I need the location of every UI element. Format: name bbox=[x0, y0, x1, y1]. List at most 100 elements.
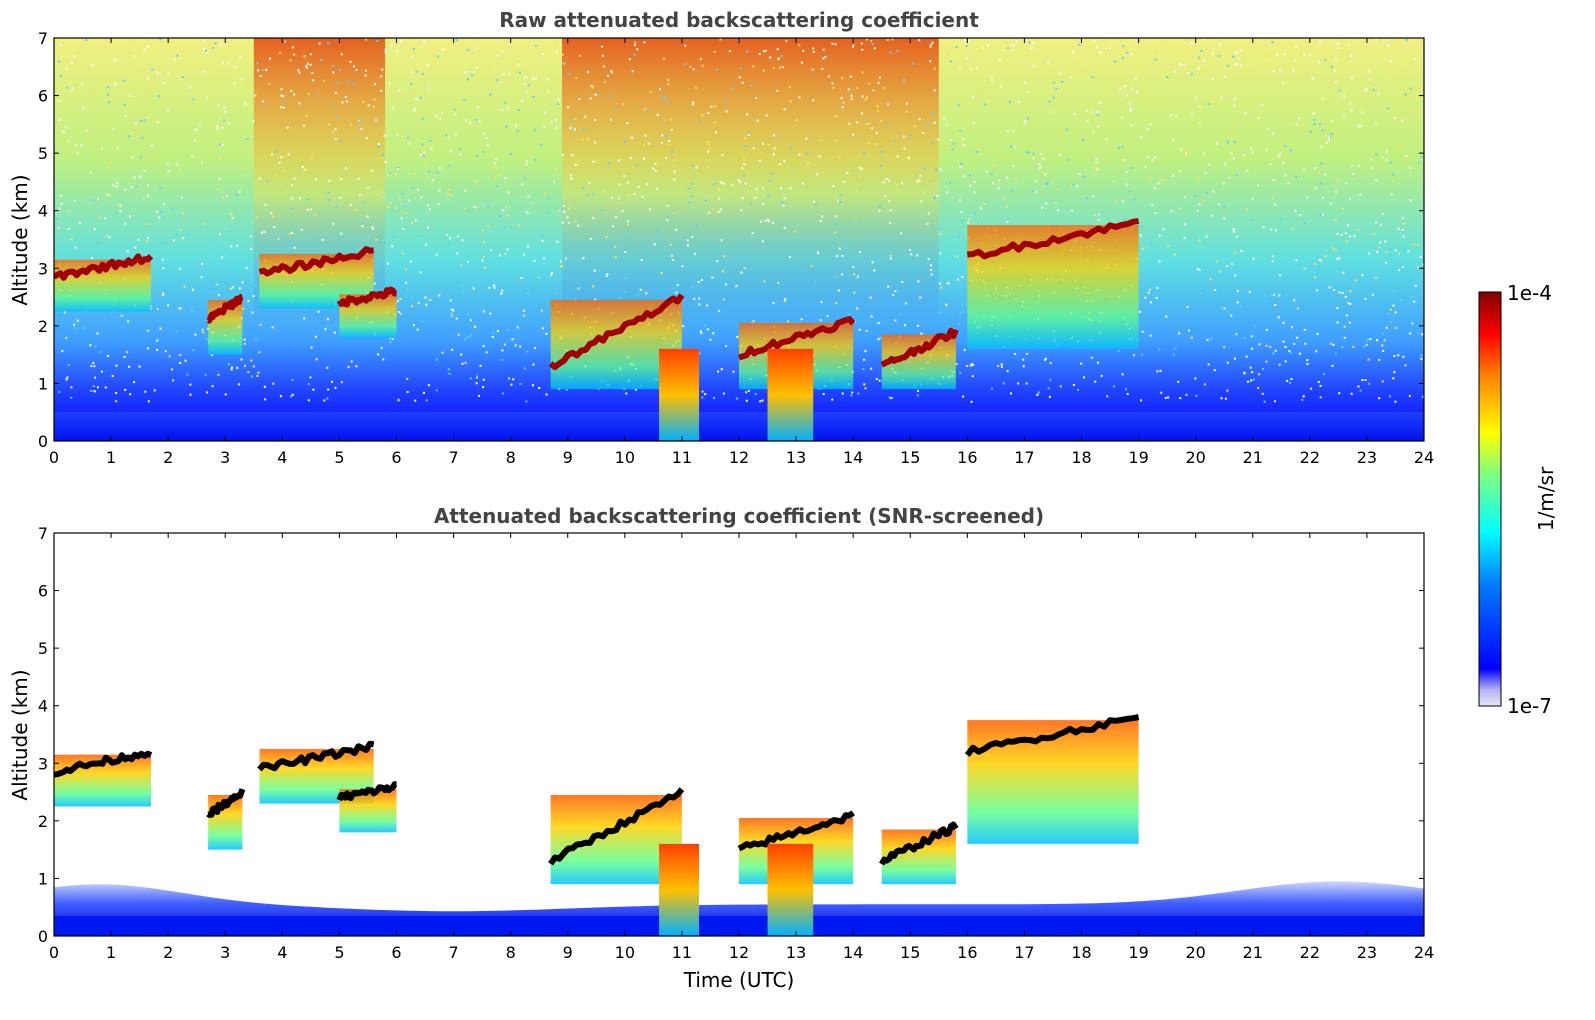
speckle bbox=[1317, 171, 1320, 174]
speckle bbox=[380, 346, 383, 349]
speckle bbox=[1218, 203, 1221, 206]
speckle bbox=[1198, 203, 1201, 206]
speckle bbox=[1179, 397, 1182, 400]
speckle bbox=[396, 133, 399, 136]
speckle bbox=[723, 267, 726, 270]
speckle bbox=[1372, 89, 1375, 92]
speckle bbox=[1334, 352, 1337, 355]
speckle bbox=[1190, 73, 1193, 76]
speckle bbox=[1131, 87, 1134, 90]
speckle bbox=[1179, 170, 1182, 173]
speckle bbox=[1375, 122, 1378, 125]
speckle bbox=[718, 197, 721, 200]
speckle bbox=[1398, 269, 1401, 272]
speckle bbox=[314, 244, 317, 247]
speckle bbox=[128, 365, 131, 368]
speckle bbox=[264, 398, 267, 401]
speckle bbox=[1335, 81, 1338, 84]
speckle bbox=[586, 194, 589, 197]
speckle bbox=[788, 86, 791, 89]
speckle bbox=[1072, 383, 1075, 386]
speckle bbox=[372, 227, 375, 230]
speckle bbox=[482, 310, 485, 313]
speckle bbox=[1261, 104, 1264, 107]
speckle bbox=[1047, 68, 1050, 71]
speckle bbox=[392, 236, 395, 239]
speckle bbox=[501, 50, 504, 53]
speckle bbox=[1338, 291, 1341, 294]
speckle bbox=[1024, 120, 1027, 123]
speckle bbox=[701, 64, 704, 67]
speckle bbox=[1000, 365, 1003, 368]
speckle bbox=[759, 400, 762, 403]
speckle bbox=[426, 204, 429, 207]
speckle bbox=[888, 396, 891, 399]
speckle bbox=[167, 110, 170, 113]
speckle bbox=[240, 168, 243, 171]
speckle bbox=[525, 400, 528, 403]
speckle bbox=[74, 246, 77, 249]
speckle bbox=[1130, 52, 1133, 55]
speckle bbox=[932, 141, 935, 144]
x-tick-label: 10 bbox=[615, 943, 635, 962]
speckle bbox=[918, 179, 921, 182]
speckle bbox=[1030, 47, 1033, 50]
speckle bbox=[571, 262, 574, 265]
speckle bbox=[1388, 312, 1391, 315]
speckle bbox=[450, 314, 453, 317]
speckle bbox=[931, 112, 934, 115]
x-tick-label: 3 bbox=[220, 448, 230, 467]
speckle bbox=[1312, 112, 1315, 115]
speckle bbox=[423, 151, 426, 154]
speckle bbox=[933, 89, 936, 92]
speckle bbox=[839, 201, 842, 204]
speckle bbox=[1252, 378, 1255, 381]
speckle bbox=[479, 364, 482, 367]
speckle bbox=[1171, 133, 1174, 136]
speckle bbox=[482, 241, 485, 244]
speckle bbox=[916, 394, 919, 397]
speckle bbox=[199, 85, 202, 88]
speckle bbox=[1261, 392, 1264, 395]
speckle bbox=[1032, 152, 1035, 155]
speckle bbox=[1348, 102, 1351, 105]
y-tick-label: 1 bbox=[38, 869, 48, 888]
speckle bbox=[291, 378, 294, 381]
cloud-layer bbox=[258, 246, 374, 309]
speckle bbox=[364, 69, 367, 72]
speckle bbox=[597, 93, 600, 96]
speckle bbox=[92, 385, 95, 388]
speckle bbox=[366, 215, 369, 218]
speckle bbox=[673, 178, 676, 181]
speckle bbox=[349, 60, 352, 63]
speckle bbox=[324, 328, 327, 331]
speckle bbox=[1405, 155, 1408, 158]
speckle bbox=[699, 330, 702, 333]
speckle bbox=[331, 104, 334, 107]
speckle bbox=[567, 222, 570, 225]
speckle bbox=[975, 145, 978, 148]
speckle bbox=[718, 189, 721, 192]
speckle bbox=[639, 288, 642, 291]
speckle bbox=[752, 147, 755, 150]
speckle bbox=[435, 253, 438, 256]
speckle bbox=[1357, 385, 1360, 388]
speckle bbox=[543, 257, 546, 260]
speckle bbox=[523, 83, 526, 86]
speckle bbox=[362, 100, 365, 103]
speckle bbox=[397, 167, 400, 170]
speckle bbox=[648, 208, 651, 211]
speckle bbox=[1407, 250, 1410, 253]
speckle bbox=[482, 386, 485, 389]
speckle bbox=[880, 165, 883, 168]
speckle bbox=[290, 231, 293, 234]
speckle bbox=[221, 143, 224, 146]
speckle bbox=[63, 131, 66, 134]
speckle bbox=[247, 299, 250, 302]
speckle bbox=[755, 187, 758, 190]
noisy-period bbox=[562, 38, 939, 326]
speckle bbox=[394, 173, 397, 176]
speckle bbox=[327, 191, 330, 194]
speckle bbox=[964, 39, 967, 42]
speckle bbox=[223, 106, 226, 109]
